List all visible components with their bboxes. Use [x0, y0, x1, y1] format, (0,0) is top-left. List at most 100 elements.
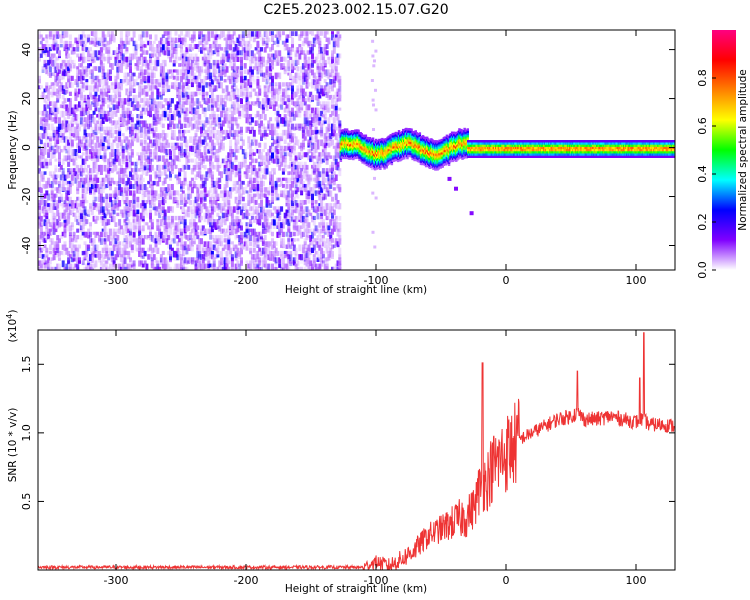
spectrogram-cell [267, 155, 271, 161]
spectrogram-cell [220, 193, 223, 198]
spectrogram-cell [281, 190, 285, 198]
spectrogram-cell [265, 168, 269, 175]
spectrogram-cell [307, 250, 311, 257]
spectrogram-cell [70, 247, 74, 253]
spectrogram-cell [218, 203, 222, 210]
spectrogram-cell [129, 184, 132, 190]
spectrogram-cell [230, 212, 234, 219]
spectrogram-cell [216, 47, 220, 53]
spectrogram-cell [132, 82, 136, 87]
spectrogram-cell [170, 145, 174, 151]
spectrogram-cell [145, 107, 149, 112]
spectrogram-cell [161, 196, 165, 204]
spectrogram-cell [240, 209, 243, 216]
spectrogram-cell [280, 190, 284, 195]
spectrogram-cell [225, 244, 229, 251]
spectrogram-cell [236, 247, 240, 253]
spectrogram-cell [123, 136, 127, 141]
spectrogram-cell [234, 66, 238, 71]
spectrogram-cell [260, 177, 263, 185]
spectrogram-cell [196, 85, 200, 92]
spectrogram-cell [260, 235, 263, 240]
spectrogram-cell [136, 212, 140, 219]
spectrogram-cell [181, 72, 185, 80]
spectrogram-cell [38, 203, 41, 208]
spectrogram-cell [210, 222, 214, 226]
spectrogram-cell [278, 114, 282, 118]
spectrogram-cell [112, 98, 116, 103]
spectrogram-cell [68, 66, 72, 72]
spectrogram-cell [145, 142, 149, 150]
spectrogram-cell [303, 238, 307, 244]
spectrogram-cell [309, 235, 313, 242]
spectrogram-cell [45, 110, 49, 118]
spectrogram-cell [125, 82, 129, 86]
spectrogram-cell [159, 133, 163, 139]
spectrogram-cell [230, 266, 234, 270]
spectrogram-cell [252, 219, 256, 223]
spectrogram-cell [307, 209, 311, 215]
spectrogram-cell [43, 117, 47, 122]
spectrogram-cell [149, 164, 152, 171]
spectrogram-cell [296, 193, 300, 199]
spectrogram-cell [63, 196, 67, 201]
spectrogram-cell [227, 56, 231, 63]
spectrogram-cell [161, 59, 165, 64]
spectrogram-cell [212, 126, 216, 130]
spectrogram-cell [105, 209, 109, 214]
spectrogram-cell [252, 53, 256, 59]
spectrogram-cell [291, 257, 294, 262]
spectrogram-cell [130, 184, 134, 189]
spectrogram-cell [45, 254, 49, 258]
spectrogram-cell [236, 56, 240, 62]
spectrogram-cell [187, 117, 191, 124]
spectrogram-cell [234, 72, 238, 78]
spectrogram-cell [150, 82, 154, 89]
spectrogram-cell [149, 203, 152, 209]
spectrogram-cell [218, 225, 222, 232]
spectrogram-cell [52, 117, 56, 122]
spectrogram-cell [192, 123, 196, 129]
spectrogram-cell [87, 114, 91, 121]
spectrogram-cell [287, 34, 291, 38]
spectrogram-cell [119, 101, 123, 108]
spectrogram-cell [189, 257, 193, 264]
spectrogram-cell [210, 98, 214, 104]
spectrogram-cell [61, 244, 65, 250]
spectrogram-cell [243, 171, 247, 175]
spectrogram-cell [141, 31, 145, 38]
spectrogram-cell [245, 101, 249, 105]
spectrogram-cell [241, 155, 245, 162]
spectrogram-cell [156, 206, 160, 212]
spectrogram-cell [287, 241, 291, 248]
spectrogram-cell [181, 250, 185, 257]
spectrogram-cell [180, 91, 183, 96]
spectrogram-cell [61, 177, 65, 185]
spectrogram-cell [192, 72, 196, 78]
spectrogram-cell [294, 257, 298, 262]
spectrogram-cell [156, 79, 160, 85]
spectrogram-cell [223, 238, 227, 243]
spectrogram-cell [260, 206, 263, 213]
spectrogram-cell [283, 177, 287, 181]
spectrogram-cell [294, 193, 298, 198]
spectrogram-cell [167, 206, 171, 213]
spectrogram-cell [294, 50, 298, 57]
spectrogram-cell [210, 110, 214, 118]
spectrogram-cell [107, 104, 111, 109]
spectrogram-cell [283, 139, 287, 144]
spectrogram-cell [43, 63, 47, 68]
spectrogram-cell [194, 107, 198, 112]
spectrogram-cell [271, 142, 274, 147]
spectrogram-cell [136, 66, 140, 71]
spectrogram-cell [98, 203, 102, 210]
spectrogram-cell [152, 152, 156, 159]
spectrogram-cell [154, 209, 158, 216]
spectrogram-cell [125, 250, 129, 255]
spectrogram-cell [169, 171, 172, 178]
spectrogram-cell [130, 161, 134, 166]
spectrogram-cell [101, 40, 105, 46]
spectrogram-cell [70, 250, 74, 258]
spectrogram-cell [278, 88, 282, 94]
spectrogram-cell [250, 180, 254, 187]
